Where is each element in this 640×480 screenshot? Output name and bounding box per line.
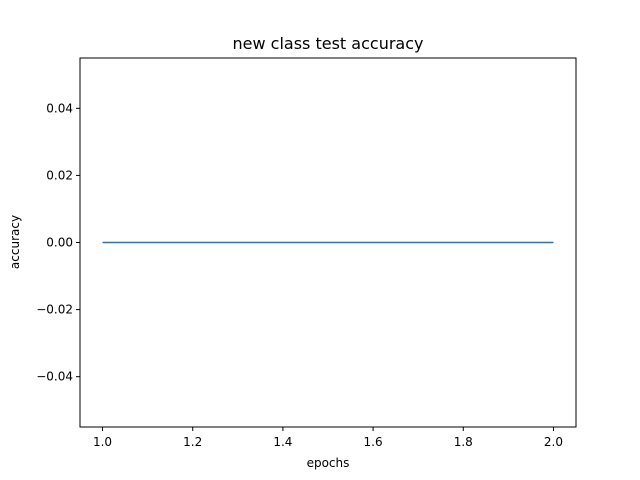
x-tick-label: 1.2 xyxy=(183,435,202,449)
y-tick-label: 0.02 xyxy=(46,168,73,182)
x-axis-label: epochs xyxy=(307,456,350,470)
x-tick-label: 1.6 xyxy=(364,435,383,449)
x-tick-label: 1.0 xyxy=(93,435,112,449)
x-tick-label: 1.8 xyxy=(454,435,473,449)
y-tick-label: 0.00 xyxy=(46,236,73,250)
y-tick-label: 0.04 xyxy=(46,101,73,115)
y-tick-label: −0.02 xyxy=(36,303,73,317)
x-axis-ticks: 1.0 1.2 1.4 1.6 1.8 2.0 xyxy=(93,427,563,449)
y-axis-label: accuracy xyxy=(8,215,22,269)
x-tick-label: 1.4 xyxy=(273,435,292,449)
y-axis-ticks: −0.04 −0.02 0.00 0.02 0.04 xyxy=(36,101,80,384)
y-tick-label: −0.04 xyxy=(36,370,73,384)
x-tick-label: 2.0 xyxy=(544,435,563,449)
chart-title: new class test accuracy xyxy=(233,34,424,53)
